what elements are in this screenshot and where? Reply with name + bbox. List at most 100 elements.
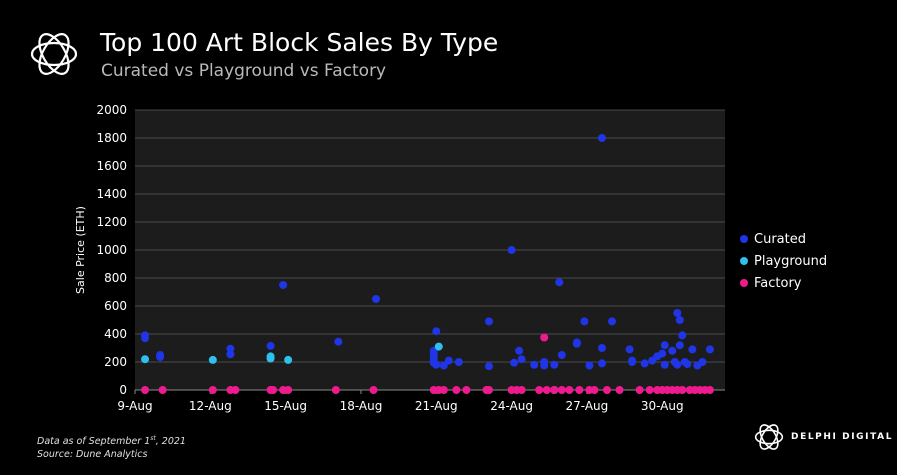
data-point-factory bbox=[575, 386, 584, 394]
data-point-curated bbox=[597, 344, 606, 352]
data-point-curated bbox=[683, 360, 692, 369]
data-point-curated bbox=[507, 246, 516, 254]
x-tick-label: 9-Aug bbox=[117, 399, 152, 413]
y-tick-label: 0 bbox=[119, 383, 127, 397]
y-tick-label: 200 bbox=[104, 355, 127, 369]
data-point-curated bbox=[640, 359, 649, 368]
data-point-curated bbox=[432, 327, 441, 336]
data-point-curated bbox=[334, 337, 343, 346]
data-point-curated bbox=[279, 281, 288, 289]
data-point-curated bbox=[557, 351, 566, 359]
data-point-playground bbox=[434, 342, 443, 351]
data-point-factory bbox=[590, 386, 599, 394]
x-tick-label: 18-Aug bbox=[340, 399, 383, 413]
data-point-factory bbox=[269, 386, 278, 394]
data-point-factory bbox=[603, 386, 611, 394]
legend-item-curated[interactable]: Curated bbox=[740, 228, 827, 250]
data-point-playground bbox=[208, 355, 217, 364]
brand-mark: DELPHI DIGITAL bbox=[752, 420, 893, 454]
data-point-curated bbox=[675, 316, 684, 324]
data-point-factory bbox=[439, 386, 448, 394]
data-point-curated bbox=[156, 353, 165, 362]
y-tick-label: 1800 bbox=[96, 131, 127, 145]
data-point-curated bbox=[226, 344, 235, 353]
legend-item-playground[interactable]: Playground bbox=[740, 250, 827, 272]
legend-label-factory: Factory bbox=[754, 275, 802, 291]
data-point-curated bbox=[141, 334, 150, 343]
y-tick-label: 1400 bbox=[96, 187, 127, 201]
y-axis-label: Sale Price (ETH) bbox=[74, 206, 87, 294]
data-point-curated bbox=[572, 339, 581, 348]
data-date-prefix: Data as of September 1 bbox=[37, 436, 151, 448]
data-point-factory bbox=[141, 386, 150, 394]
data-point-factory bbox=[284, 386, 293, 394]
legend-label-playground: Playground bbox=[754, 253, 828, 269]
y-tick-label: 800 bbox=[104, 271, 127, 285]
legend-dot-playground bbox=[740, 257, 748, 265]
brand-name: DELPHI DIGITAL bbox=[791, 432, 894, 442]
data-point-factory bbox=[485, 386, 493, 394]
data-point-factory bbox=[331, 386, 340, 394]
data-point-curated bbox=[550, 360, 559, 369]
x-tick-label: 21-Aug bbox=[415, 399, 458, 413]
data-point-playground bbox=[266, 354, 275, 363]
x-tick-label: 12-Aug bbox=[189, 399, 232, 413]
data-point-curated bbox=[510, 358, 519, 367]
delphi-brand-icon bbox=[754, 424, 784, 450]
data-point-playground bbox=[141, 355, 150, 364]
data-point-factory bbox=[452, 386, 461, 394]
data-point-curated bbox=[705, 345, 714, 354]
data-point-curated bbox=[658, 349, 667, 358]
data-point-curated bbox=[698, 358, 707, 366]
data-point-factory bbox=[635, 386, 644, 394]
x-tick-label: 30-Aug bbox=[641, 399, 684, 413]
source-note: Source: Dune Analytics bbox=[37, 449, 148, 461]
legend-item-factory[interactable]: Factory bbox=[740, 272, 827, 294]
data-point-factory bbox=[462, 386, 471, 394]
y-tick-label: 1600 bbox=[96, 159, 127, 173]
footer-notes: Data as of September 1st, 2021 Source: D… bbox=[37, 432, 186, 461]
data-point-curated bbox=[432, 360, 441, 369]
data-point-factory bbox=[369, 386, 378, 394]
x-tick-label: 24-Aug bbox=[490, 399, 533, 413]
data-point-factory bbox=[557, 386, 566, 394]
chart-title: Top 100 Art Block Sales By Type bbox=[100, 28, 499, 57]
data-point-factory bbox=[231, 386, 240, 394]
data-point-curated bbox=[580, 317, 589, 326]
data-point-curated bbox=[485, 362, 493, 371]
chart-subtitle: Curated vs Playground vs Factory bbox=[101, 61, 387, 81]
data-date-suffix: , 2021 bbox=[155, 436, 186, 448]
data-point-curated bbox=[515, 346, 524, 355]
data-point-curated bbox=[439, 361, 448, 370]
data-point-factory bbox=[565, 386, 574, 394]
data-date-note: Data as of September 1st, 2021 bbox=[37, 432, 186, 448]
data-point-factory bbox=[705, 386, 714, 394]
data-point-curated bbox=[668, 346, 677, 355]
legend-dot-factory bbox=[740, 279, 748, 287]
data-point-curated bbox=[454, 358, 463, 366]
y-tick-label: 400 bbox=[104, 327, 127, 341]
legend-label-curated: Curated bbox=[754, 231, 806, 247]
data-point-factory bbox=[540, 333, 549, 342]
data-point-curated bbox=[678, 331, 687, 340]
legend: Curated Playground Factory bbox=[740, 228, 827, 294]
data-point-curated bbox=[660, 360, 669, 369]
data-point-factory bbox=[615, 386, 624, 394]
x-tick-label: 27-Aug bbox=[566, 399, 609, 413]
data-point-curated bbox=[688, 345, 697, 354]
y-tick-label: 600 bbox=[104, 299, 127, 313]
data-point-curated bbox=[597, 359, 606, 368]
data-point-curated bbox=[608, 317, 617, 326]
data-point-factory bbox=[542, 386, 551, 394]
data-point-factory bbox=[208, 386, 217, 394]
data-point-curated bbox=[673, 309, 682, 317]
data-point-factory bbox=[550, 386, 559, 394]
data-point-factory bbox=[158, 386, 167, 394]
delphi-logo-icon bbox=[30, 33, 78, 75]
y-tick-label: 1000 bbox=[96, 243, 127, 257]
data-point-curated bbox=[444, 356, 453, 365]
data-point-curated bbox=[540, 361, 549, 370]
data-point-curated bbox=[628, 358, 637, 366]
data-point-curated bbox=[597, 134, 606, 142]
